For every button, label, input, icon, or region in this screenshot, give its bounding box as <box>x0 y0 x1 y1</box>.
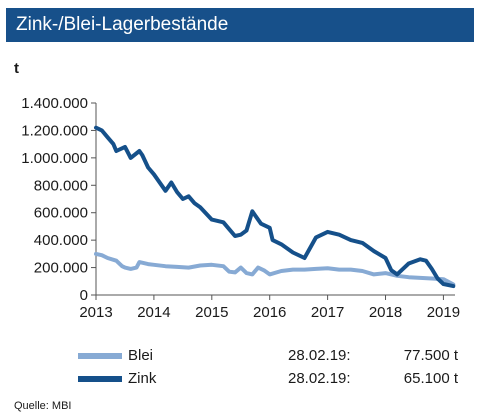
chart-title: Zink-/Blei-Lagerbestände <box>6 8 474 42</box>
y-axis-unit: t <box>14 60 19 77</box>
source-note: Quelle: MBI <box>14 400 72 412</box>
series-line-blei <box>94 251 456 287</box>
x-tick-label: 2015 <box>195 304 228 321</box>
y-tick-label: 1.200.000 <box>21 122 88 139</box>
y-tick-labels: 0 200.000 400.000 600.000 800.000 1.000.000 1.… <box>21 95 88 304</box>
y-tick-label: 600.000 <box>34 205 88 222</box>
y-tick-label: 400.000 <box>34 232 88 249</box>
x-tick-labels: 2013 2014 2015 2016 2017 2018 2019 <box>79 304 460 321</box>
x-tick-label: 2013 <box>79 304 112 321</box>
axes <box>91 102 455 300</box>
y-tick-label: 800.000 <box>34 177 88 194</box>
series-lines <box>94 125 456 289</box>
y-tick-label: 0 <box>80 287 88 304</box>
x-tick-label: 2019 <box>427 304 460 321</box>
x-tick-label: 2014 <box>137 304 170 321</box>
x-tick-label: 2017 <box>311 304 344 321</box>
y-tick-label: 1.400.000 <box>21 95 88 112</box>
y-tick-label: 200.000 <box>34 260 88 277</box>
x-tick-label: 2016 <box>253 304 286 321</box>
x-tick-label: 2018 <box>369 304 402 321</box>
y-tick-label: 1.000.000 <box>21 150 88 167</box>
series-line-zink <box>94 125 456 289</box>
